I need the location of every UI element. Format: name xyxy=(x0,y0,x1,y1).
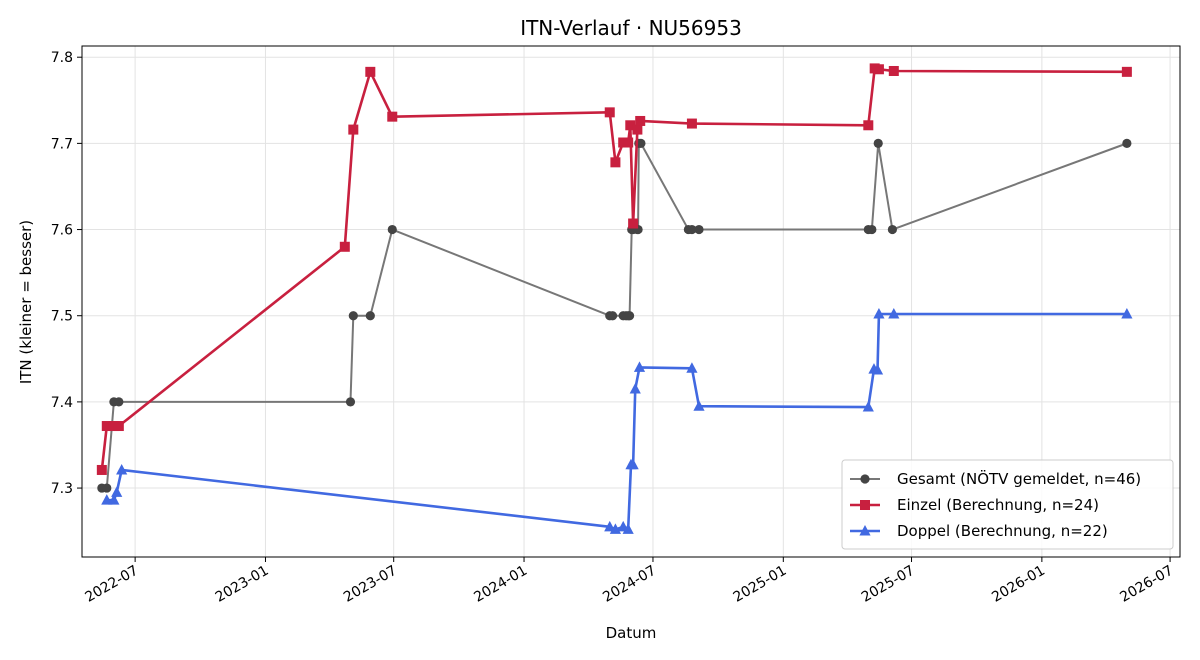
x-tick-label: 2024-01 xyxy=(471,563,530,606)
x-tick-label: 2026-07 xyxy=(1117,563,1176,606)
data-point-doppel xyxy=(862,401,874,412)
legend-label-doppel: Doppel (Berechnung, n=22) xyxy=(897,522,1108,540)
y-tick-label: 7.8 xyxy=(51,50,73,66)
data-point-einzel xyxy=(101,421,112,432)
legend-marker-gesamt xyxy=(860,474,870,484)
data-point-gesamt xyxy=(345,397,356,407)
legend-label-einzel: Einzel (Berechnung, n=24) xyxy=(897,496,1099,514)
data-point-gesamt xyxy=(348,311,358,321)
data-point-doppel xyxy=(627,458,639,470)
y-axis: 7.3 7.4 7.5 7.6 7.7 7.8 xyxy=(51,50,82,497)
data-point-gesamt xyxy=(694,224,704,235)
data-point-einzel xyxy=(113,421,124,432)
data-point-gesamt xyxy=(607,311,618,321)
data-point-doppel xyxy=(633,361,646,372)
data-point-doppel xyxy=(871,364,884,375)
data-point-einzel xyxy=(610,157,621,168)
x-tick-label: 2023-07 xyxy=(341,563,400,606)
x-tick-label: 2022-07 xyxy=(82,563,141,606)
chart-title: ITN-Verlauf · NU56953 xyxy=(520,16,742,40)
data-point-gesamt xyxy=(687,224,697,235)
series-line-gesamt xyxy=(101,142,1128,490)
data-point-doppel xyxy=(101,494,113,505)
data-point-einzel xyxy=(625,120,636,131)
x-tick-label: 2023-01 xyxy=(213,563,272,606)
legend-box xyxy=(841,459,1174,550)
x-tick-label: 2026-01 xyxy=(989,563,1048,606)
data-point-einzel xyxy=(888,65,899,76)
x-axis-label: Datum xyxy=(606,624,657,642)
data-point-gesamt xyxy=(387,224,397,235)
data-point-gesamt xyxy=(636,138,646,148)
series-einzel xyxy=(96,63,1132,475)
plot-series xyxy=(96,63,1133,534)
data-point-gesamt xyxy=(114,397,124,407)
y-tick-label: 7.6 xyxy=(51,223,73,239)
y-tick-label: 7.5 xyxy=(51,309,73,325)
y-tick-label: 7.7 xyxy=(51,136,73,152)
legend-label-gesamt: Gesamt (NÖTV gemeldet, n=46) xyxy=(897,469,1141,488)
data-point-einzel xyxy=(339,241,350,252)
data-point-einzel xyxy=(635,115,646,126)
data-point-doppel xyxy=(111,486,123,497)
data-point-gesamt xyxy=(873,138,883,148)
data-point-einzel xyxy=(348,124,359,135)
y-tick-label: 7.3 xyxy=(51,481,73,497)
data-point-gesamt xyxy=(887,224,897,235)
legend: Gesamt (NÖTV gemeldet, n=46) Einzel (Bere… xyxy=(841,459,1174,550)
data-point-einzel xyxy=(632,124,643,135)
plot-frame xyxy=(81,45,1181,558)
data-point-doppel xyxy=(693,400,705,411)
legend-marker-doppel xyxy=(859,525,871,536)
x-axis: 2022-07 2023-01 2023-07 2024-01 2024-07 2025-… xyxy=(82,557,1176,606)
data-point-gesamt xyxy=(1122,138,1132,148)
data-point-doppel xyxy=(604,520,616,532)
data-point-einzel xyxy=(365,66,376,77)
data-point-doppel xyxy=(629,382,641,394)
data-point-einzel xyxy=(863,120,874,131)
series-line-einzel xyxy=(100,67,1127,471)
data-point-einzel xyxy=(623,137,634,148)
x-tick-label: 2025-07 xyxy=(859,563,918,606)
data-point-doppel xyxy=(108,494,120,505)
data-point-einzel xyxy=(1121,66,1132,77)
x-tick-label: 2025-01 xyxy=(731,563,790,606)
data-point-gesamt xyxy=(867,224,877,235)
data-point-einzel xyxy=(604,107,615,118)
data-point-einzel xyxy=(96,464,107,475)
legend-marker-einzel xyxy=(860,500,870,510)
data-point-doppel xyxy=(686,362,698,373)
data-point-doppel xyxy=(622,523,634,534)
series-gesamt xyxy=(97,138,1132,493)
data-point-einzel xyxy=(686,118,697,129)
data-point-gesamt xyxy=(365,311,375,321)
x-tick-label: 2024-07 xyxy=(600,563,659,606)
data-point-doppel xyxy=(888,307,900,319)
legend-items: Gesamt (NÖTV gemeldet, n=46) Einzel (Bere… xyxy=(850,469,1141,540)
y-tick-label: 7.4 xyxy=(51,395,73,411)
data-point-einzel xyxy=(873,64,884,75)
data-point-einzel xyxy=(387,111,398,122)
data-point-einzel xyxy=(628,218,639,229)
data-point-doppel xyxy=(873,307,885,319)
data-point-doppel xyxy=(1121,307,1133,319)
data-point-gesamt xyxy=(102,483,112,493)
y-axis-label: ITN (kleiner = besser) xyxy=(17,220,35,384)
data-point-doppel xyxy=(116,463,128,475)
series-doppel xyxy=(101,307,1133,534)
data-point-gesamt xyxy=(624,311,635,321)
